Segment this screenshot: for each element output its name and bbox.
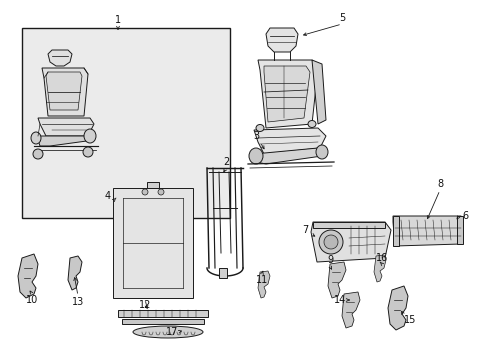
Circle shape [318,230,342,254]
Text: 4: 4 [105,191,111,201]
Ellipse shape [256,125,264,131]
Polygon shape [264,66,309,122]
Text: 16: 16 [375,253,387,263]
Polygon shape [38,136,94,146]
Polygon shape [147,182,159,188]
Text: 10: 10 [26,295,38,305]
Polygon shape [258,271,269,298]
Polygon shape [46,72,82,110]
Ellipse shape [84,129,96,143]
Text: 5: 5 [338,13,345,23]
Polygon shape [42,68,88,116]
Circle shape [33,149,43,159]
Polygon shape [18,254,38,298]
Ellipse shape [307,121,315,127]
Polygon shape [258,60,317,128]
Polygon shape [122,319,203,324]
Polygon shape [312,222,384,228]
Polygon shape [373,255,385,282]
Text: 1: 1 [115,15,121,25]
Circle shape [324,235,337,249]
Circle shape [83,147,93,157]
Polygon shape [341,292,359,328]
Polygon shape [38,118,94,136]
Text: 17: 17 [165,327,178,337]
Text: 6: 6 [461,211,467,221]
Bar [22,28,229,218]
Text: 8: 8 [436,179,442,189]
Ellipse shape [133,326,203,338]
Circle shape [142,189,148,195]
Text: 7: 7 [301,225,307,235]
Polygon shape [327,262,346,298]
Polygon shape [310,222,390,262]
Polygon shape [219,268,226,278]
Polygon shape [265,28,297,52]
Polygon shape [392,216,398,246]
Polygon shape [311,60,325,124]
Text: 9: 9 [326,255,332,265]
Polygon shape [118,310,207,317]
Polygon shape [48,50,72,66]
Text: 14: 14 [333,295,346,305]
Ellipse shape [315,145,327,159]
Circle shape [158,189,163,195]
Ellipse shape [248,148,263,164]
Polygon shape [253,148,321,164]
Polygon shape [253,128,325,154]
Text: 12: 12 [139,300,151,310]
Ellipse shape [31,132,41,144]
Text: 3: 3 [252,131,259,141]
Text: 15: 15 [403,315,415,325]
Polygon shape [68,256,82,290]
Polygon shape [456,216,462,244]
Text: 13: 13 [72,297,84,307]
Polygon shape [387,286,407,330]
Text: 11: 11 [255,275,267,285]
Text: 2: 2 [223,157,229,167]
Polygon shape [392,216,462,246]
Polygon shape [113,188,193,298]
